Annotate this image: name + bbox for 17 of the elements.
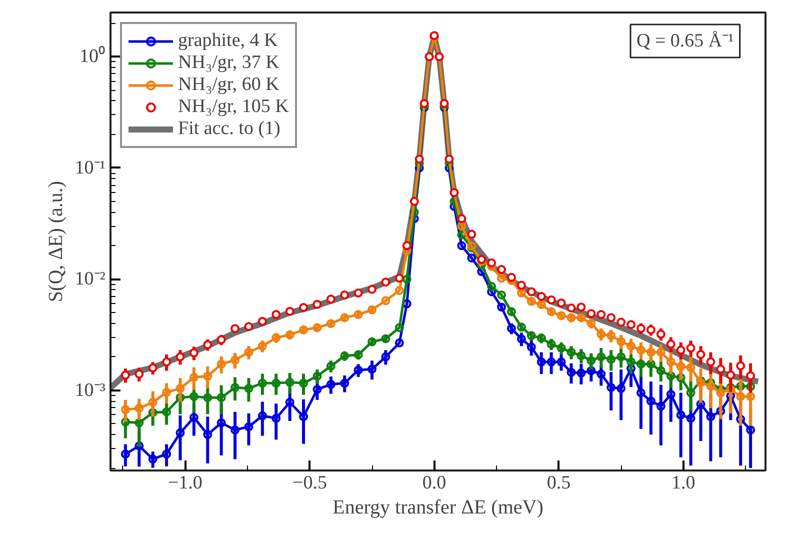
legend-label: graphite, 4 K (178, 30, 278, 52)
annotation: Q = 0.65 Å⁻¹ (636, 30, 734, 52)
y-tick-label: 10⁻² (74, 268, 106, 290)
x-tick-label: 1.0 (671, 472, 696, 494)
y-tick-label: 10⁻³ (74, 380, 106, 401)
x-tick-label: 0.0 (422, 472, 446, 494)
legend-label: NH₃/gr, 105 K (178, 96, 289, 118)
x-tick-label: −0.5 (292, 472, 327, 494)
y-tick-label: 10⁰ (80, 45, 106, 68)
legend-label: Fit acc. to (1) (178, 118, 280, 140)
legend-label: NH₃/gr, 37 K (178, 52, 280, 74)
x-tick-label: 0.5 (546, 472, 571, 494)
x-axis-title: Energy transfer ΔE (meV) (332, 496, 544, 518)
x-tick-label: −1.0 (168, 472, 202, 494)
y-tick-label: 10⁻¹ (74, 157, 106, 178)
legend-label: NH₃/gr, 60 K (178, 74, 280, 96)
y-axis-title: S(Q, ΔE) (a.u.) (44, 180, 67, 302)
